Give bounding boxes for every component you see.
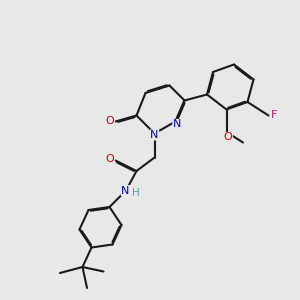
Text: F: F [271, 110, 277, 121]
Text: O: O [106, 116, 115, 127]
Text: N: N [150, 130, 159, 140]
Text: N: N [121, 185, 130, 196]
Text: H: H [132, 188, 140, 198]
Text: O: O [224, 132, 232, 142]
Text: N: N [173, 119, 181, 130]
Text: O: O [106, 154, 115, 164]
